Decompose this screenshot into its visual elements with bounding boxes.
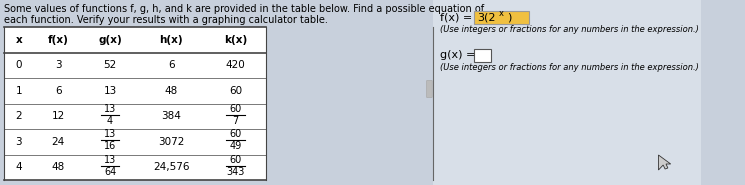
Text: 0: 0 <box>16 60 22 70</box>
Text: 3072: 3072 <box>158 137 185 147</box>
Text: Some values of functions f, g, h, and k are provided in the table below. Find a : Some values of functions f, g, h, and k … <box>4 4 484 14</box>
Text: 48: 48 <box>165 86 178 96</box>
Text: each function. Verify your results with a graphing calculator table.: each function. Verify your results with … <box>4 15 328 25</box>
Text: 16: 16 <box>104 141 116 151</box>
Text: 49: 49 <box>229 141 242 151</box>
Text: ): ) <box>507 12 511 22</box>
Text: 2: 2 <box>16 111 22 121</box>
Text: 64: 64 <box>104 167 116 177</box>
Text: 3(2: 3(2 <box>477 12 495 22</box>
Text: 343: 343 <box>226 167 245 177</box>
Text: 13: 13 <box>104 129 116 139</box>
Text: 420: 420 <box>226 60 246 70</box>
Text: h(x): h(x) <box>159 35 183 45</box>
Text: 13: 13 <box>104 155 116 165</box>
Text: 13: 13 <box>104 86 117 96</box>
FancyBboxPatch shape <box>427 80 432 97</box>
Text: 60: 60 <box>229 104 242 114</box>
Text: x: x <box>498 9 504 18</box>
Bar <box>4 27 266 180</box>
Text: 48: 48 <box>51 162 65 172</box>
Polygon shape <box>659 155 670 170</box>
Text: 3: 3 <box>55 60 62 70</box>
Text: f(x): f(x) <box>48 35 69 45</box>
Bar <box>433 0 701 185</box>
Text: (Use integers or fractions for any numbers in the expression.): (Use integers or fractions for any numbe… <box>440 63 699 71</box>
Text: x: x <box>16 35 22 45</box>
Text: 1: 1 <box>16 86 22 96</box>
Text: f(x) =: f(x) = <box>440 12 476 22</box>
Text: 12: 12 <box>51 111 65 121</box>
Text: 24,576: 24,576 <box>153 162 189 172</box>
Text: 52: 52 <box>104 60 117 70</box>
Bar <box>474 11 529 23</box>
Text: 6: 6 <box>55 86 62 96</box>
Text: 4: 4 <box>107 116 113 126</box>
Text: 60: 60 <box>229 155 242 165</box>
Text: 7: 7 <box>232 116 238 126</box>
Text: 384: 384 <box>161 111 181 121</box>
Text: 13: 13 <box>104 104 116 114</box>
Text: (Use integers or fractions for any numbers in the expression.): (Use integers or fractions for any numbe… <box>440 24 699 33</box>
Text: g(x) =: g(x) = <box>440 50 479 60</box>
Text: 3: 3 <box>16 137 22 147</box>
Text: 24: 24 <box>51 137 65 147</box>
Text: 60: 60 <box>229 86 242 96</box>
Bar <box>474 48 491 61</box>
Text: 60: 60 <box>229 129 242 139</box>
Text: k(x): k(x) <box>224 35 247 45</box>
Text: 6: 6 <box>168 60 174 70</box>
Text: g(x): g(x) <box>98 35 122 45</box>
Text: 4: 4 <box>16 162 22 172</box>
